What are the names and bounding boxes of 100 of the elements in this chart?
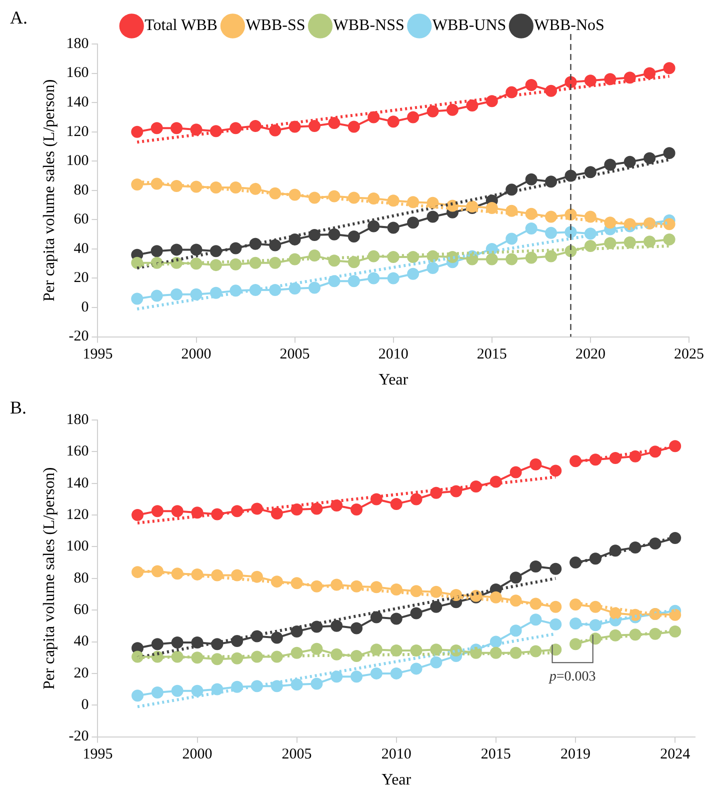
- y-tick-label: 140: [66, 94, 89, 110]
- point: [288, 120, 301, 133]
- point: [191, 652, 204, 664]
- point: [368, 220, 380, 232]
- point: [410, 607, 422, 620]
- point: [506, 204, 518, 217]
- legend-label: WBB-UNS: [432, 17, 506, 34]
- y-tick-label: 120: [66, 506, 89, 523]
- point: [350, 503, 363, 516]
- x-tick-label: 2024: [660, 746, 691, 763]
- point: [249, 182, 262, 195]
- point: [210, 125, 222, 138]
- point: [466, 253, 478, 266]
- y-tick-label: 100: [66, 538, 89, 555]
- x-tick-label: 2000: [182, 746, 212, 763]
- point: [249, 120, 262, 132]
- point: [426, 105, 439, 118]
- point: [328, 117, 340, 130]
- point: [171, 568, 184, 580]
- point: [589, 454, 602, 466]
- point: [584, 210, 596, 223]
- point: [525, 222, 538, 234]
- point: [550, 618, 562, 630]
- y-tick-label: 0: [81, 697, 89, 714]
- point: [663, 62, 676, 74]
- point: [390, 498, 402, 510]
- point: [430, 644, 442, 656]
- y-tick-label: 40: [74, 240, 89, 257]
- point: [131, 292, 144, 305]
- point: [506, 232, 518, 245]
- point: [348, 230, 360, 243]
- point: [589, 600, 602, 613]
- point: [525, 78, 538, 91]
- point: [510, 646, 522, 659]
- point: [190, 244, 202, 256]
- point: [624, 156, 636, 168]
- point: [330, 500, 343, 512]
- point: [308, 229, 321, 242]
- point: [290, 577, 303, 590]
- x-tick-label: 2010: [378, 346, 408, 363]
- point: [310, 502, 323, 515]
- point: [410, 662, 422, 675]
- point: [570, 618, 582, 630]
- x-tick-label: 2015: [476, 346, 507, 363]
- point: [249, 256, 262, 269]
- point: [525, 252, 538, 264]
- point: [171, 636, 184, 649]
- point: [609, 629, 622, 642]
- point: [151, 505, 164, 518]
- point: [570, 598, 582, 611]
- y-tick-label: 40: [74, 634, 89, 650]
- point: [350, 622, 363, 634]
- point: [530, 560, 542, 573]
- point: [669, 440, 682, 452]
- point: [290, 503, 303, 516]
- point: [570, 556, 582, 569]
- legend-label: Total WBB: [144, 17, 218, 34]
- point: [490, 646, 502, 659]
- y-tick-label: -20: [68, 728, 89, 745]
- point: [132, 690, 144, 702]
- point: [132, 509, 144, 522]
- point: [211, 683, 224, 696]
- point: [609, 607, 622, 620]
- y-tick-label: 80: [74, 570, 89, 586]
- x-tick-label: 2005: [280, 346, 310, 363]
- point: [510, 624, 522, 637]
- point: [407, 216, 420, 229]
- point: [270, 507, 283, 520]
- point: [506, 86, 518, 98]
- point: [269, 239, 282, 252]
- point: [350, 580, 363, 592]
- y-tick-label: 100: [66, 153, 89, 170]
- x-axis-title: Year: [382, 772, 412, 789]
- point: [250, 570, 263, 583]
- point: [370, 493, 382, 506]
- point: [644, 236, 656, 248]
- point: [151, 638, 164, 650]
- point: [150, 122, 163, 134]
- point: [390, 644, 402, 656]
- point: [131, 126, 144, 138]
- point: [550, 464, 562, 477]
- point: [589, 619, 602, 632]
- y-tick-label: -20: [68, 328, 89, 345]
- point: [211, 653, 224, 666]
- y-axis-title: Per capita volume sales (L/person): [40, 467, 58, 690]
- y-tick-label: 60: [74, 212, 89, 228]
- point: [190, 258, 202, 270]
- point: [550, 600, 562, 613]
- point: [370, 581, 382, 594]
- point: [310, 620, 323, 633]
- point: [410, 493, 422, 506]
- point: [310, 642, 323, 655]
- point: [387, 116, 400, 128]
- point: [604, 73, 616, 86]
- point: [231, 652, 244, 664]
- point: [624, 72, 636, 84]
- legend-label: WBB-SS: [246, 17, 306, 34]
- point: [545, 226, 558, 239]
- y-tick-label: 160: [66, 444, 89, 460]
- point: [644, 152, 656, 164]
